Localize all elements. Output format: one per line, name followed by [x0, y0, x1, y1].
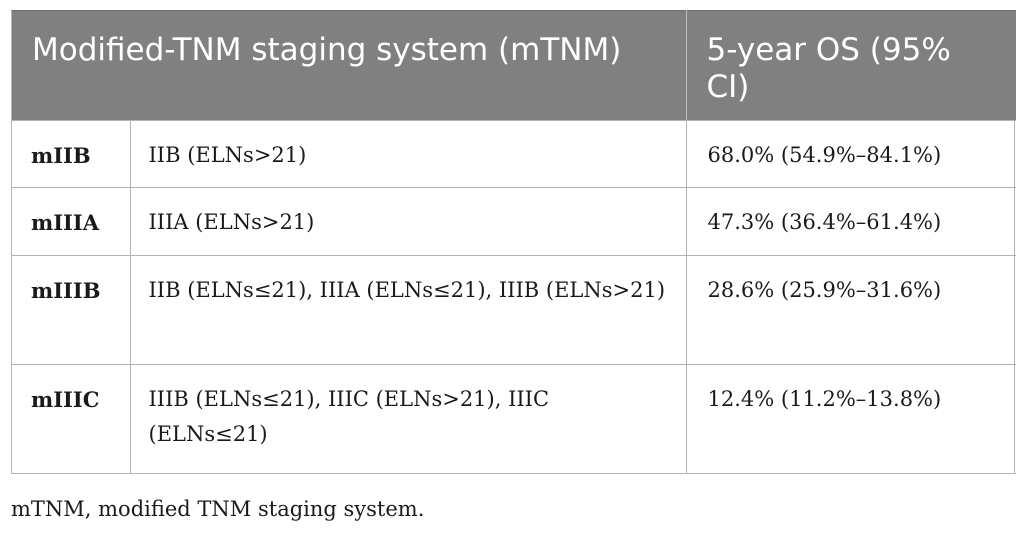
- table-header-row: Modified-TNM staging system (mTNM) 5-yea…: [12, 10, 1016, 121]
- staging-table: Modified-TNM staging system (mTNM) 5-yea…: [12, 10, 1016, 474]
- table-footnote: mTNM, modified TNM staging system.: [11, 497, 425, 521]
- definition-cell: IIIB (ELNs≤21), IIIC (ELNs>21), IIIC (EL…: [129, 364, 686, 474]
- os-cell: 47.3% (36.4%–61.4%): [685, 187, 1016, 256]
- stage-cell: mIIIA: [12, 187, 130, 256]
- header-5-year-os: 5-year OS (95% CI): [686, 10, 1016, 121]
- staging-table-container: Modified-TNM staging system (mTNM) 5-yea…: [11, 10, 1016, 474]
- table-row: mIIIA IIIA (ELNs>21) 47.3% (36.4%–61.4%): [12, 187, 1016, 256]
- os-cell: 28.6% (25.9%–31.6%): [685, 255, 1016, 365]
- stage-cell: mIIB: [12, 120, 130, 188]
- definition-cell: IIIA (ELNs>21): [129, 187, 686, 256]
- stage-cell: mIIIB: [12, 255, 130, 365]
- os-cell: 12.4% (11.2%–13.8%): [685, 364, 1016, 474]
- table-row: mIIIB IIB (ELNs≤21), IIIA (ELNs≤21), III…: [12, 255, 1016, 365]
- table-row: mIIB IIB (ELNs>21) 68.0% (54.9%–84.1%): [12, 120, 1016, 188]
- definition-cell: IIB (ELNs>21): [129, 120, 686, 188]
- header-staging-system: Modified-TNM staging system (mTNM): [12, 10, 687, 121]
- table-row: mIIIC IIIB (ELNs≤21), IIIC (ELNs>21), II…: [12, 364, 1016, 474]
- definition-cell: IIB (ELNs≤21), IIIA (ELNs≤21), IIIB (ELN…: [129, 255, 686, 365]
- os-cell: 68.0% (54.9%–84.1%): [685, 120, 1016, 188]
- stage-cell: mIIIC: [12, 364, 130, 474]
